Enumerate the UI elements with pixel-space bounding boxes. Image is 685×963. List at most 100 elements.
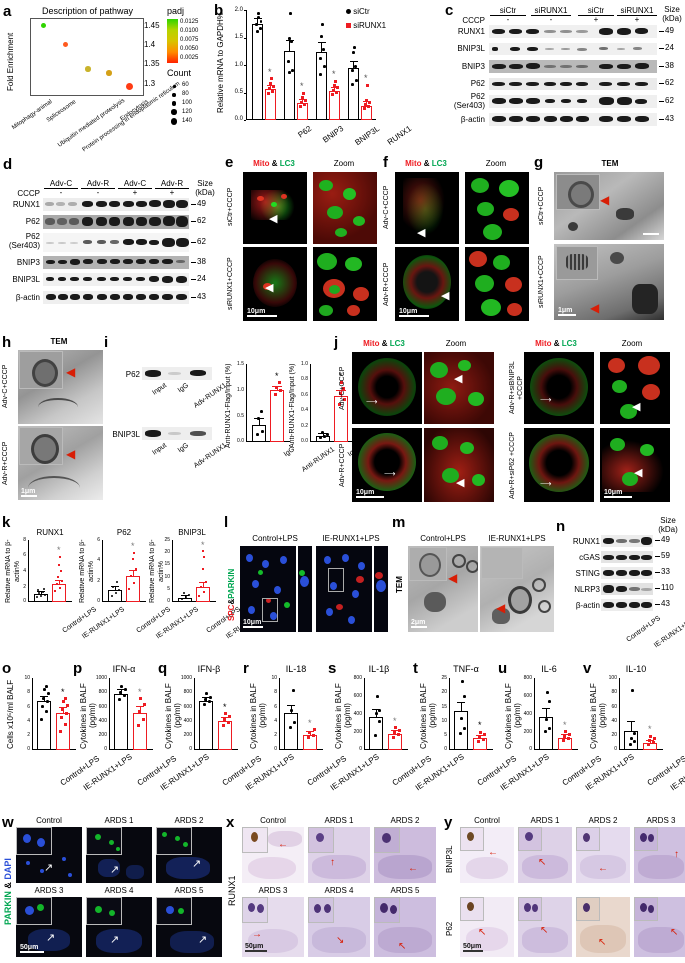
data-point — [61, 580, 63, 582]
scatter-point — [41, 23, 46, 28]
blot-row — [43, 291, 189, 304]
panel-p-ytick: 800 — [98, 689, 107, 695]
band — [603, 602, 614, 608]
panel-c-group: siCtr — [499, 6, 517, 15]
data-point — [394, 726, 397, 729]
red-arrow: ← — [488, 847, 498, 858]
error-cap — [349, 60, 358, 62]
data-point — [293, 721, 296, 724]
data-point — [259, 20, 263, 23]
panel-a-padj-tick: 0.0025 — [180, 55, 199, 61]
panel-c-group: siCtr — [587, 6, 605, 15]
x-axis — [194, 749, 238, 750]
panel-i-ytick: 0.4 — [301, 407, 308, 413]
panel-d-protein: P62 (Ser403) — [0, 232, 40, 250]
significance-star: * — [478, 720, 482, 730]
band — [641, 555, 652, 560]
band — [616, 570, 627, 576]
y-tick — [244, 92, 246, 94]
band — [560, 116, 573, 122]
confocal-image-zoom: ◀ — [424, 352, 494, 424]
panel-i: i P62 Input IgG Adv-RUNX1 BNIP3L Input I… — [104, 332, 400, 510]
panel-t-ytick: 10 — [441, 718, 447, 724]
significance-star: * — [648, 724, 652, 734]
band — [176, 238, 189, 247]
scatter-point — [85, 66, 91, 72]
bar-ie-runx1 — [558, 738, 572, 750]
error-cap — [372, 708, 380, 710]
panel-w-tile-title: ARDS 5 — [174, 886, 204, 895]
panel-d-group: Adv-C — [49, 179, 73, 188]
white-arrow: ⟶ — [540, 395, 552, 404]
significance-star: * — [138, 687, 142, 697]
immunofluor-tile: ↗ — [86, 897, 152, 957]
tem-inset — [481, 547, 523, 579]
bar-control — [199, 701, 213, 750]
red-arrow: ← — [408, 863, 418, 874]
immunofluor-tile: ↗ — [86, 827, 152, 883]
panel-e-header-mito-lc3: Mito & LC3 — [243, 159, 305, 168]
error-bar — [114, 587, 116, 590]
data-point — [567, 737, 570, 740]
panel-c-protein: P62 — [470, 79, 485, 88]
data-point — [255, 23, 258, 26]
immunofluor-image — [316, 546, 372, 632]
error-bar — [302, 100, 304, 103]
size-dash — [191, 297, 196, 298]
band — [492, 98, 506, 104]
band — [190, 370, 206, 376]
panel-x-tile-title: ARDS 3 — [258, 886, 288, 895]
data-point — [564, 730, 567, 733]
bar-ie-runx1 — [52, 584, 66, 602]
error-cap — [391, 729, 399, 731]
y-tick — [244, 65, 246, 66]
data-point — [185, 596, 187, 598]
white-arrow: ↗ — [198, 934, 208, 946]
panel-n-size: 43 — [661, 599, 670, 608]
panel-k: k RUNX1 Relative mRNA to β-actin% 8 6 4 … — [0, 512, 270, 658]
y-axis — [194, 678, 195, 750]
data-point — [354, 65, 357, 68]
panel-w-tile-title: ARDS 1 — [104, 816, 134, 825]
panel-d-protein: BNIP3L — [12, 275, 40, 284]
panel-q-title: IFN-β — [197, 664, 221, 674]
y-axis — [246, 364, 247, 442]
tile-inset — [576, 827, 600, 851]
data-point — [546, 691, 549, 694]
panel-c-cccp-sign: + — [593, 15, 599, 24]
panel-g-scalebar: 1μm — [558, 307, 573, 314]
panel-s-ytick: 0 — [359, 746, 362, 752]
error-cap — [561, 733, 569, 735]
panel-v: v IL-10 Cytokines in BALF (pg/ml) 100 80… — [583, 660, 685, 792]
confocal-image: ⟶ 10μm — [352, 428, 422, 502]
band — [57, 218, 67, 225]
ihc-tile: ↑ — [634, 827, 685, 883]
significance-star: * — [61, 687, 65, 697]
panel-v-ytick: 20 — [611, 732, 617, 738]
white-arrow: ⟶ — [366, 397, 378, 406]
data-point — [268, 87, 271, 90]
panel-i-ytick: 1.0 — [237, 387, 244, 393]
panel-j: j Mito & LC3 Zoom Mito & LC3 Zoom Adv-C+… — [334, 332, 685, 510]
panel-d-size: 24 — [197, 274, 206, 283]
legend-label: siCtr — [353, 7, 370, 16]
band — [123, 277, 132, 281]
panel-x: x RUNX1 Control ARDS 1 ARDS 2 ← ↑ ← ARDS… — [226, 812, 444, 963]
band — [617, 82, 630, 86]
band — [576, 82, 588, 86]
panel-c-cccp-sign: - — [506, 15, 510, 24]
data-point — [61, 708, 64, 711]
panel-x-tile-title: ARDS 4 — [324, 886, 354, 895]
immunofluor-tile: ↗ 50μm — [16, 897, 82, 957]
panel-f-label: f — [383, 154, 388, 171]
data-point — [47, 692, 50, 695]
band — [576, 30, 588, 33]
legend-sictr: siCtr — [346, 7, 370, 16]
data-point — [397, 733, 400, 736]
data-point — [60, 716, 63, 719]
size-dash — [655, 604, 660, 605]
group-underline — [155, 188, 189, 189]
data-point — [299, 105, 302, 108]
significance-star: * — [275, 371, 279, 381]
data-point — [304, 99, 307, 102]
